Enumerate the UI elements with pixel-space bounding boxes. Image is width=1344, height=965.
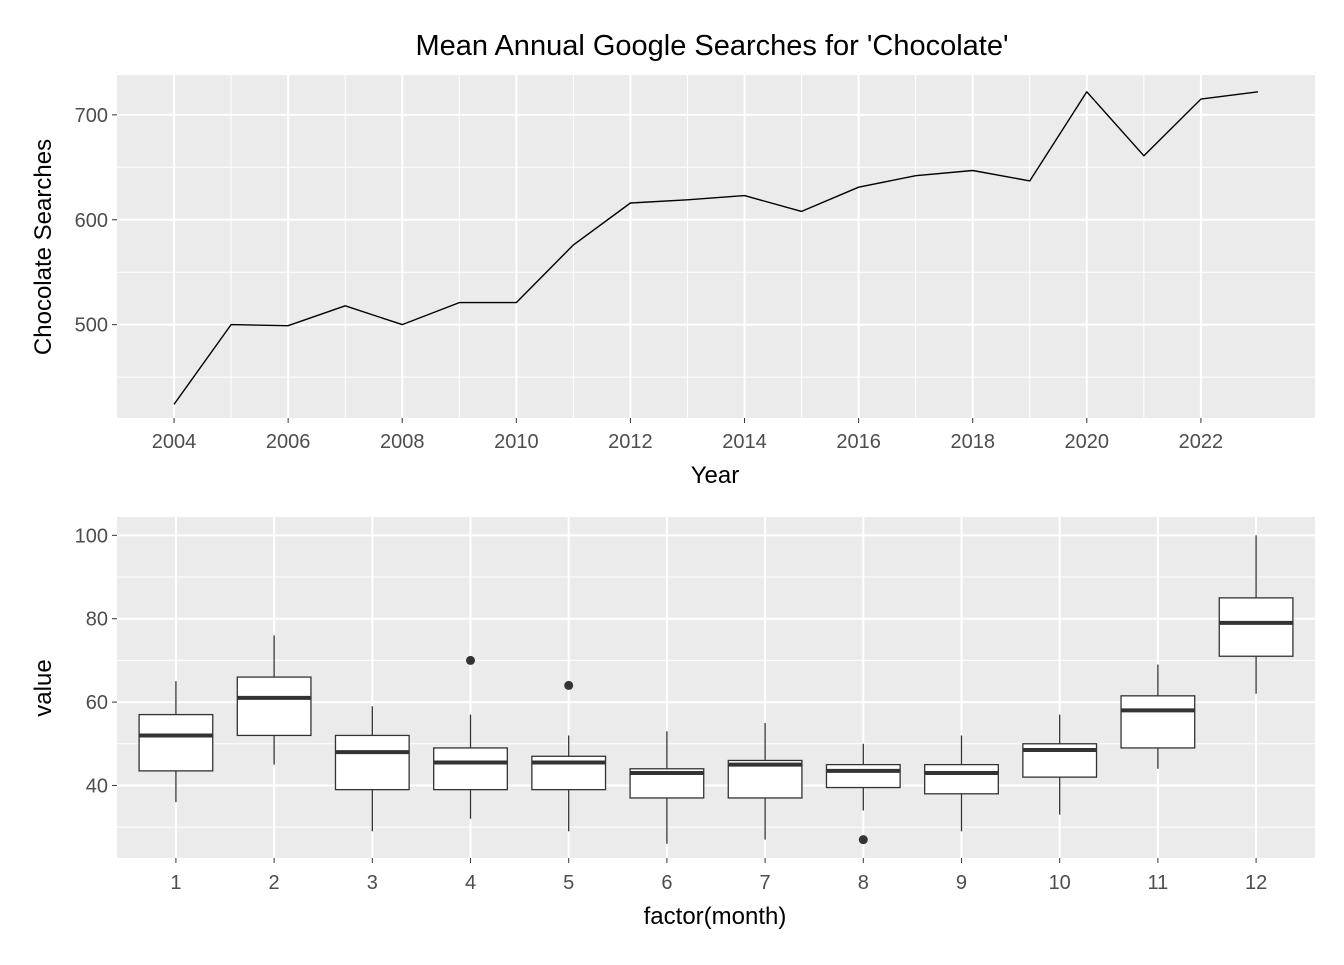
x-tick-label: 2006: [266, 431, 311, 453]
line-chart-y-axis-title: Chocolate Searches: [30, 139, 57, 355]
box-10: [1022, 714, 1098, 815]
box-chart-x-ticks: 1 2 3 4 5 6 7 8 9 10 11 12: [170, 858, 1267, 894]
outlier-point: [466, 655, 476, 665]
box-7: [727, 722, 803, 840]
box-6: [629, 731, 705, 844]
x-tick-label: 1: [170, 872, 181, 894]
box-chart-y-axis-title: value: [30, 659, 57, 716]
y-tick-label: 700: [75, 105, 108, 127]
x-tick-label: 2018: [950, 431, 995, 453]
line-chart-panel: [117, 75, 1315, 418]
x-tick-label: 2010: [494, 431, 539, 453]
x-tick-label: 2004: [152, 431, 197, 453]
line-chart-marks: [173, 91, 1259, 405]
box-body: [138, 713, 214, 772]
box-12: [1218, 535, 1294, 694]
box-3: [334, 706, 410, 832]
box-11: [1120, 664, 1196, 769]
line-chart-y-ticks: 500 600 700: [75, 105, 117, 337]
box-chart-marks: [138, 535, 1294, 845]
x-tick-label: 8: [858, 872, 869, 894]
x-tick-label: 12: [1245, 872, 1267, 894]
box-chart-panel: [117, 517, 1315, 858]
box-body: [1218, 597, 1294, 657]
x-tick-label: 5: [563, 872, 574, 894]
x-tick-label: 7: [760, 872, 771, 894]
line-chart: 2004 2006 2008 2010 2012 2014 2016 2018 2020 2022…: [30, 30, 1315, 489]
y-tick-label: 40: [86, 775, 108, 797]
line-chart-grid: [117, 75, 1315, 418]
y-tick-label: 100: [75, 525, 108, 547]
x-tick-label: 2016: [836, 431, 881, 453]
y-tick-label: 60: [86, 692, 108, 714]
box-5: [531, 680, 607, 832]
x-tick-label: 6: [661, 872, 672, 894]
box-chart-y-ticks: 40 60 80 100: [75, 525, 117, 797]
x-tick-label: 3: [367, 872, 378, 894]
line-chart-x-ticks: 2004 2006 2008 2010 2012 2014 2016 2018 2020 2022: [152, 418, 1223, 453]
series-line: [173, 91, 1259, 405]
box-2: [236, 635, 312, 765]
x-tick-label: 2: [269, 872, 280, 894]
box-1: [138, 681, 214, 803]
box-4: [433, 655, 508, 819]
x-tick-label: 4: [465, 872, 476, 894]
box-body: [236, 676, 312, 737]
y-tick-label: 500: [75, 315, 108, 337]
box-body: [334, 734, 410, 791]
box-body: [825, 763, 901, 789]
y-tick-label: 80: [86, 609, 108, 631]
box-9: [924, 735, 999, 832]
box-body: [727, 759, 803, 799]
x-tick-label: 10: [1049, 872, 1071, 894]
outlier-point: [858, 835, 868, 845]
line-chart-x-axis-title: Year: [691, 462, 740, 489]
x-tick-label: 2022: [1179, 431, 1224, 453]
box-body: [433, 747, 508, 791]
x-tick-label: 2014: [722, 431, 767, 453]
y-tick-label: 600: [75, 210, 108, 232]
x-tick-label: 9: [956, 872, 967, 894]
chart-title: Mean Annual Google Searches for 'Chocola…: [415, 30, 1008, 62]
x-tick-label: 2008: [380, 431, 425, 453]
box-body: [924, 763, 999, 795]
outlier-point: [564, 680, 574, 690]
x-tick-label: 11: [1148, 872, 1169, 894]
box-chart-x-axis-title: factor(month): [644, 903, 787, 930]
box-body: [1120, 695, 1196, 749]
x-tick-label: 2020: [1065, 431, 1110, 453]
box-8: [825, 743, 901, 845]
x-tick-label: 2012: [608, 431, 653, 453]
